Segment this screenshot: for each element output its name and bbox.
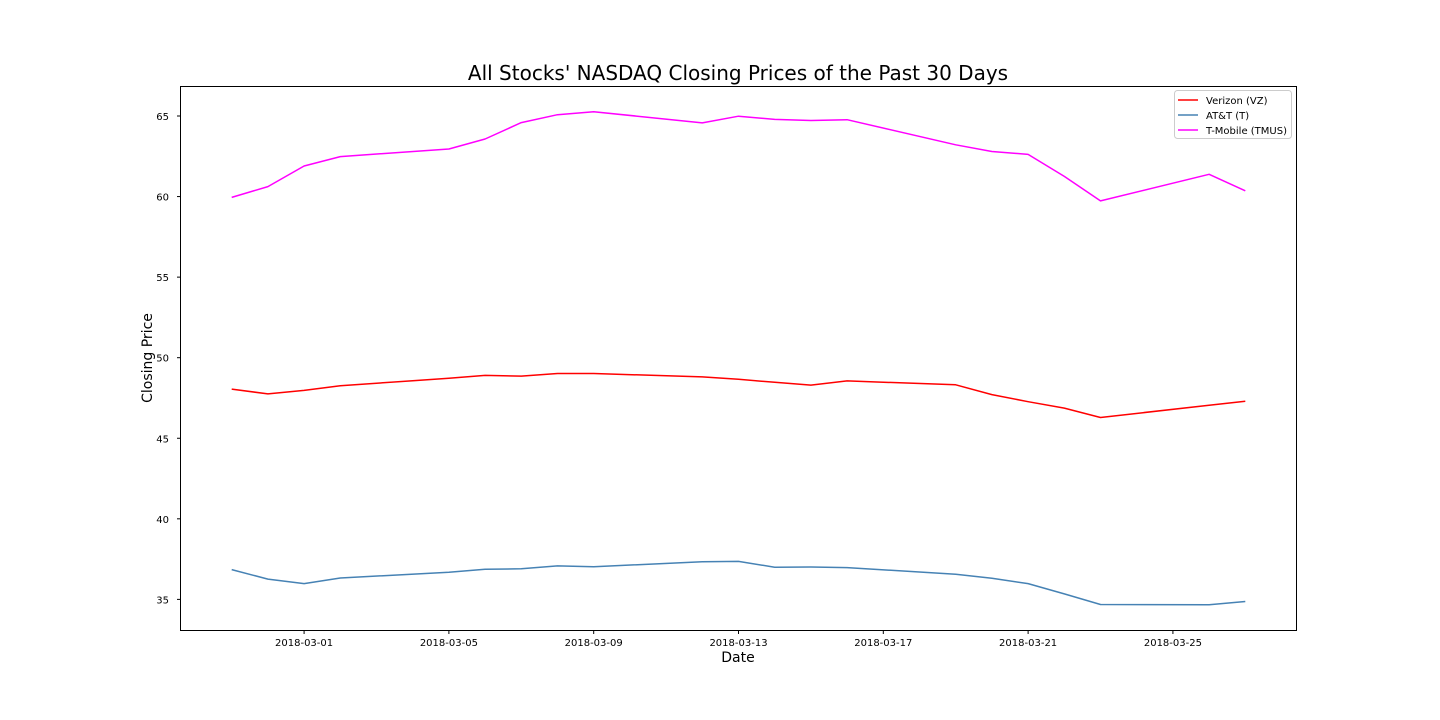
x-tick-label: 2018-03-01 bbox=[275, 638, 333, 649]
x-tick-label: 2018-03-05 bbox=[420, 638, 478, 649]
y-tick-label: 60 bbox=[156, 193, 169, 204]
series-line-0 bbox=[231, 372, 1246, 419]
y-tick-label: 65 bbox=[156, 112, 169, 123]
plot-lines bbox=[231, 110, 1246, 606]
x-axis-label: Date bbox=[721, 650, 754, 666]
x-tick-label: 2018-03-21 bbox=[999, 638, 1057, 649]
y-tick-label: 50 bbox=[156, 354, 169, 365]
x-tick-label: 2018-03-13 bbox=[709, 638, 767, 649]
series-line-2 bbox=[231, 110, 1246, 202]
y-tick-label: 40 bbox=[156, 515, 169, 526]
chart-title: All Stocks' NASDAQ Closing Prices of the… bbox=[468, 61, 1008, 85]
legend: Verizon (VZ) AT&T (T) T-Mobile (TMUS) bbox=[1174, 90, 1292, 139]
y-axis-label: Closing Price bbox=[140, 313, 156, 403]
x-tick-label: 2018-03-09 bbox=[565, 638, 623, 649]
y-tick-label: 35 bbox=[156, 595, 169, 606]
y-tick-label: 55 bbox=[156, 273, 169, 284]
legend-label: Verizon (VZ) bbox=[1206, 96, 1268, 107]
y-tick-label: 45 bbox=[156, 434, 169, 445]
legend-box bbox=[1174, 90, 1292, 139]
legend-label: AT&T (T) bbox=[1206, 111, 1249, 122]
x-tick-label: 2018-03-25 bbox=[1144, 638, 1202, 649]
x-tick-label: 2018-03-17 bbox=[854, 638, 912, 649]
plot-frame bbox=[180, 86, 1297, 631]
series-line-1 bbox=[231, 560, 1246, 606]
legend-label: T-Mobile (TMUS) bbox=[1205, 126, 1287, 137]
